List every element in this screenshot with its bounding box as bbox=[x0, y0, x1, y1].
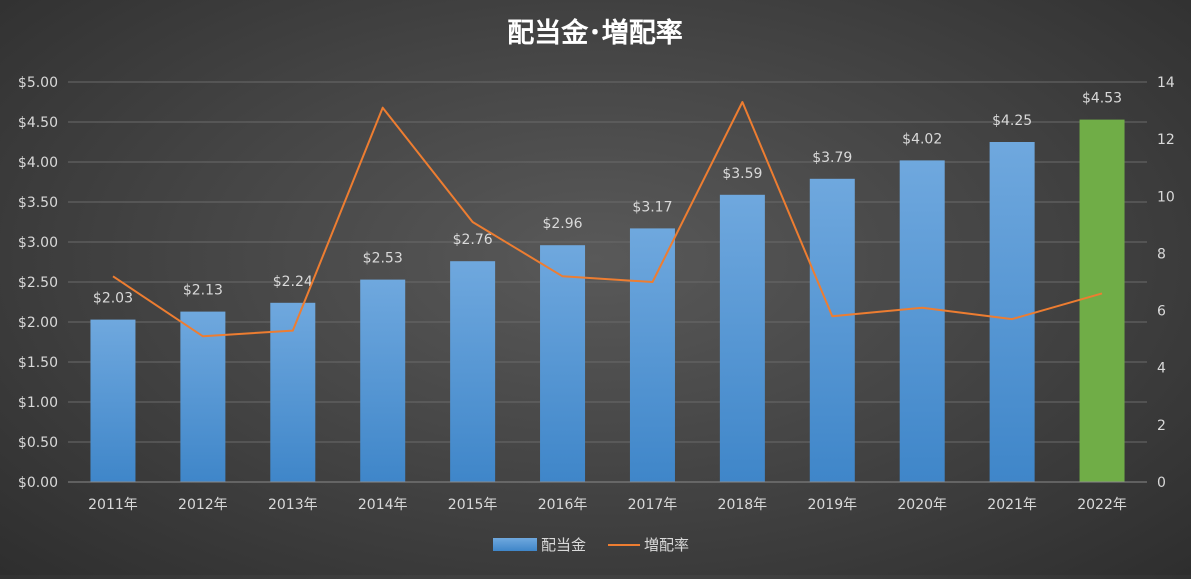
bar-data-label: $2.24 bbox=[273, 274, 313, 290]
left-tick-label: $4.50 bbox=[18, 115, 58, 131]
legend-bar-swatch bbox=[493, 538, 537, 551]
legend-line-label: 増配率 bbox=[644, 536, 689, 554]
left-tick-label: $2.50 bbox=[18, 275, 58, 291]
left-tick-label: $5.00 bbox=[18, 75, 58, 91]
left-tick-label: $0.00 bbox=[18, 475, 58, 491]
bar-data-label: $2.13 bbox=[183, 283, 223, 299]
right-tick-label: 6 bbox=[1157, 304, 1166, 320]
x-tick-label: 2016年 bbox=[538, 497, 588, 513]
left-tick-label: $3.50 bbox=[18, 195, 58, 211]
bar bbox=[360, 279, 406, 482]
x-tick-label: 2012年 bbox=[178, 497, 228, 513]
bar-data-label: $2.53 bbox=[363, 251, 403, 267]
x-tick-label: 2019年 bbox=[807, 497, 857, 513]
bar bbox=[989, 142, 1035, 482]
right-axis: 0 2 4 6 8 10 12 14 bbox=[1157, 75, 1175, 491]
bar-data-label: $2.03 bbox=[93, 291, 133, 307]
bar bbox=[90, 319, 136, 482]
x-tick-label: 2021年 bbox=[987, 497, 1037, 513]
bar-data-label: $4.02 bbox=[902, 131, 942, 147]
bar-series bbox=[90, 119, 1125, 483]
bar-data-label: $2.96 bbox=[542, 216, 582, 232]
bar bbox=[540, 245, 586, 482]
chart-title: 配当金･増配率 bbox=[507, 17, 683, 49]
x-tick-label: 2020年 bbox=[897, 497, 947, 513]
bar bbox=[180, 311, 226, 482]
bar-data-label: $4.25 bbox=[992, 113, 1032, 129]
bar bbox=[899, 160, 945, 482]
x-tick-label: 2011年 bbox=[88, 497, 138, 513]
left-tick-label: $4.00 bbox=[18, 155, 58, 171]
x-tick-label: 2022年 bbox=[1077, 497, 1127, 513]
bar bbox=[719, 194, 765, 483]
right-tick-label: 2 bbox=[1157, 418, 1166, 434]
bar bbox=[1079, 119, 1125, 482]
bar bbox=[450, 261, 496, 482]
bar-data-label: $3.59 bbox=[722, 166, 762, 182]
bar-data-labels: $2.03 $2.13 $2.24 $2.53 $2.76 $2.96 $3.17 $3.59… bbox=[93, 91, 1122, 307]
right-tick-label: 10 bbox=[1157, 189, 1175, 205]
line-series bbox=[112, 101, 1103, 338]
bar bbox=[809, 178, 855, 483]
legend-bar-label: 配当金 bbox=[541, 536, 586, 554]
bar bbox=[270, 302, 316, 482]
x-tick-label: 2015年 bbox=[448, 497, 498, 513]
left-axis: $0.00 $0.50 $1.00 $1.50 $2.00 $2.50 $3.00 $3.50… bbox=[18, 75, 58, 491]
right-tick-label: 12 bbox=[1157, 132, 1175, 148]
x-axis: 2011年 2012年 2013年 2014年 2015年 2016年 2017年 2018年… bbox=[68, 481, 1147, 513]
x-tick-label: 2017年 bbox=[628, 497, 678, 513]
x-tick-label: 2018年 bbox=[718, 497, 768, 513]
bar-data-label: $4.53 bbox=[1082, 91, 1122, 107]
legend: 配当金 増配率 bbox=[493, 536, 689, 554]
left-tick-label: $2.00 bbox=[18, 315, 58, 331]
bar-data-label: $3.17 bbox=[632, 199, 672, 215]
right-tick-label: 8 bbox=[1157, 246, 1166, 262]
line-path bbox=[112, 101, 1103, 338]
x-tick-label: 2014年 bbox=[358, 497, 408, 513]
left-tick-label: $0.50 bbox=[18, 435, 58, 451]
left-tick-label: $3.00 bbox=[18, 235, 58, 251]
right-tick-label: 4 bbox=[1157, 361, 1166, 377]
x-tick-label: 2013年 bbox=[268, 497, 318, 513]
right-tick-label: 0 bbox=[1157, 475, 1166, 491]
bar bbox=[629, 228, 675, 482]
bar-data-label: $3.79 bbox=[812, 150, 852, 166]
left-tick-label: $1.50 bbox=[18, 355, 58, 371]
left-tick-label: $1.00 bbox=[18, 395, 58, 411]
right-tick-label: 14 bbox=[1157, 75, 1175, 91]
gridlines bbox=[68, 81, 1147, 483]
bar-data-label: $2.76 bbox=[453, 232, 493, 248]
